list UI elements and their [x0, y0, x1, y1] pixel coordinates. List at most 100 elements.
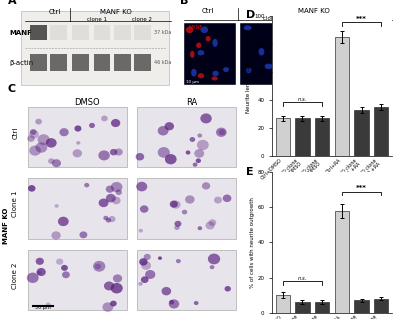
- Circle shape: [61, 265, 68, 271]
- Circle shape: [54, 204, 59, 208]
- Ellipse shape: [367, 75, 373, 79]
- Ellipse shape: [198, 73, 204, 78]
- Circle shape: [162, 287, 171, 295]
- Text: Ctrl: Ctrl: [12, 126, 18, 139]
- Ellipse shape: [302, 29, 309, 37]
- Circle shape: [202, 182, 210, 189]
- Bar: [374, 107, 388, 156]
- Ellipse shape: [365, 48, 373, 54]
- Circle shape: [208, 254, 220, 264]
- Circle shape: [219, 129, 226, 135]
- Ellipse shape: [246, 68, 251, 73]
- Text: clone 1: clone 1: [263, 16, 283, 21]
- Circle shape: [56, 258, 63, 265]
- Circle shape: [206, 221, 215, 229]
- Circle shape: [197, 140, 209, 150]
- Circle shape: [94, 264, 101, 269]
- Circle shape: [106, 186, 114, 193]
- Bar: [354, 110, 368, 156]
- Bar: [296, 118, 310, 156]
- Circle shape: [104, 281, 114, 291]
- Circle shape: [198, 226, 202, 230]
- Circle shape: [27, 272, 39, 283]
- Text: Ctrl: Ctrl: [202, 8, 214, 14]
- Circle shape: [111, 119, 120, 127]
- Circle shape: [27, 135, 35, 142]
- Circle shape: [196, 159, 201, 163]
- Circle shape: [37, 271, 41, 275]
- Ellipse shape: [265, 63, 273, 69]
- Circle shape: [60, 128, 69, 136]
- Circle shape: [158, 256, 162, 260]
- Circle shape: [165, 154, 177, 164]
- Circle shape: [52, 159, 61, 167]
- Text: A: A: [8, 0, 17, 5]
- Circle shape: [114, 148, 123, 156]
- Circle shape: [110, 149, 117, 155]
- Ellipse shape: [275, 67, 284, 75]
- Circle shape: [194, 149, 204, 158]
- Circle shape: [116, 189, 122, 195]
- Circle shape: [103, 216, 108, 220]
- Circle shape: [38, 134, 50, 145]
- Circle shape: [138, 282, 143, 286]
- Text: B: B: [180, 0, 188, 5]
- Circle shape: [76, 141, 80, 145]
- Circle shape: [158, 126, 168, 136]
- Circle shape: [74, 125, 82, 132]
- Bar: [276, 295, 290, 313]
- Circle shape: [110, 300, 117, 307]
- Circle shape: [106, 194, 116, 203]
- Circle shape: [101, 115, 108, 121]
- Circle shape: [28, 185, 36, 192]
- Circle shape: [62, 271, 70, 278]
- Circle shape: [185, 195, 195, 204]
- Ellipse shape: [258, 48, 264, 56]
- Bar: [354, 300, 368, 313]
- Circle shape: [46, 138, 57, 148]
- Circle shape: [29, 145, 41, 156]
- Circle shape: [190, 137, 195, 142]
- Circle shape: [99, 198, 108, 207]
- Bar: [315, 302, 329, 313]
- Ellipse shape: [223, 67, 229, 72]
- Circle shape: [29, 130, 39, 138]
- Circle shape: [164, 122, 174, 130]
- Circle shape: [36, 268, 46, 276]
- Circle shape: [139, 258, 148, 266]
- Text: MANF KO: MANF KO: [100, 9, 131, 15]
- Ellipse shape: [198, 50, 204, 56]
- Circle shape: [98, 150, 110, 160]
- Text: MANF KO: MANF KO: [298, 8, 330, 14]
- Ellipse shape: [212, 71, 219, 76]
- Text: 50 μm: 50 μm: [35, 306, 50, 310]
- Ellipse shape: [244, 25, 252, 30]
- Text: Clone 1: Clone 1: [12, 191, 18, 218]
- Circle shape: [111, 283, 123, 293]
- Circle shape: [140, 205, 148, 213]
- Circle shape: [108, 216, 116, 222]
- Circle shape: [136, 153, 144, 160]
- Ellipse shape: [190, 51, 194, 58]
- Ellipse shape: [206, 36, 211, 41]
- Bar: [315, 118, 329, 156]
- Circle shape: [138, 229, 143, 233]
- Circle shape: [223, 195, 231, 202]
- Circle shape: [102, 302, 113, 312]
- Text: DMSO: DMSO: [74, 98, 100, 107]
- Circle shape: [89, 123, 95, 128]
- Circle shape: [46, 302, 51, 307]
- Circle shape: [144, 254, 151, 260]
- Text: n.s.: n.s.: [298, 97, 307, 102]
- Circle shape: [84, 183, 89, 187]
- Text: Clone 2: Clone 2: [12, 263, 18, 289]
- Circle shape: [182, 210, 187, 214]
- Ellipse shape: [196, 42, 202, 48]
- Bar: [296, 302, 310, 313]
- Ellipse shape: [315, 33, 322, 41]
- Circle shape: [141, 276, 148, 283]
- Text: ***: ***: [356, 185, 367, 191]
- Circle shape: [169, 300, 174, 304]
- Text: 10 μm: 10 μm: [186, 79, 200, 84]
- Circle shape: [35, 119, 42, 124]
